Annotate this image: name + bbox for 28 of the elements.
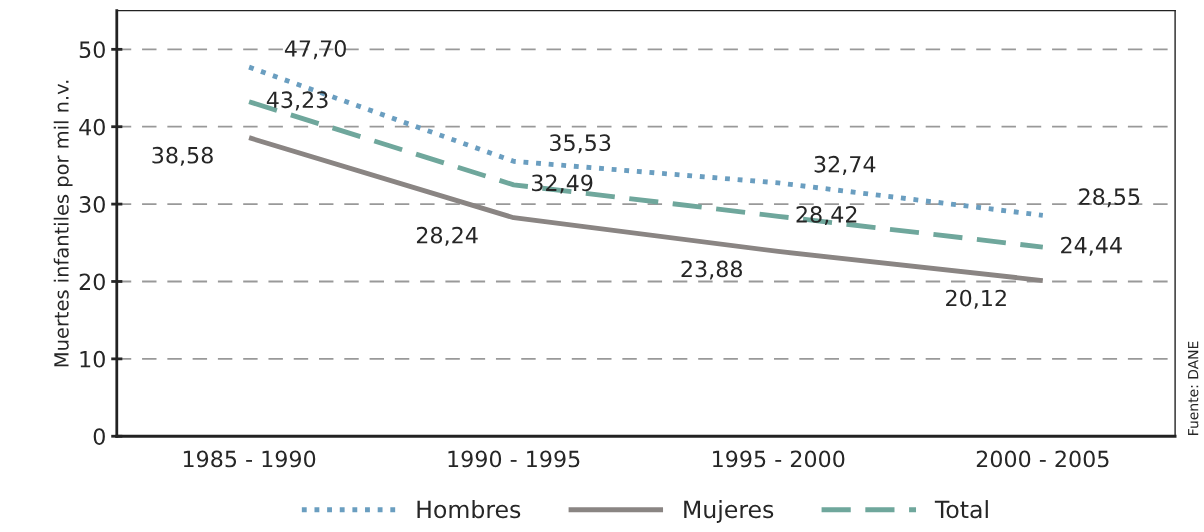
data-label: 32,74 [814, 155, 876, 175]
data-label: 20,12 [946, 289, 1006, 309]
line-series [246, 135, 1046, 283]
data-label: 24,44 [1061, 236, 1122, 256]
y-tick-label: 30 [79, 196, 105, 213]
data-label: 23,88 [681, 260, 742, 280]
data-label: 28,24 [416, 226, 478, 246]
x-tick-label: 2000 - 2005 [976, 450, 1109, 468]
x-tick-label: 1990 - 1995 [448, 450, 580, 468]
y-tick-label: 50 [79, 41, 105, 59]
data-label: 28,42 [796, 205, 857, 226]
data-label: 38,58 [152, 146, 213, 166]
legend-label: Total [934, 500, 988, 519]
y-tick-label: 0 [93, 428, 105, 445]
source-note: Fuente: DANE [1188, 341, 1199, 435]
x-tick-label: 1985 - 1990 [183, 450, 316, 468]
x-tick-label: 1995 - 2000 [713, 450, 845, 468]
data-label: 32,49 [532, 174, 593, 194]
data-label: 28,55 [1079, 188, 1140, 208]
legend-label: Hombres [417, 500, 521, 519]
data-label: 35,53 [550, 134, 611, 154]
y-tick-label: 20 [79, 273, 105, 291]
legend-label: Mujeres [684, 500, 774, 523]
data-label: 47,70 [284, 40, 346, 60]
y-tick-label: 40 [79, 118, 105, 136]
y-tick-label: 10 [80, 350, 105, 368]
y-axis-title: Muertes infantiles por mil n.v. [53, 80, 73, 367]
data-label: 43,23 [266, 91, 328, 111]
